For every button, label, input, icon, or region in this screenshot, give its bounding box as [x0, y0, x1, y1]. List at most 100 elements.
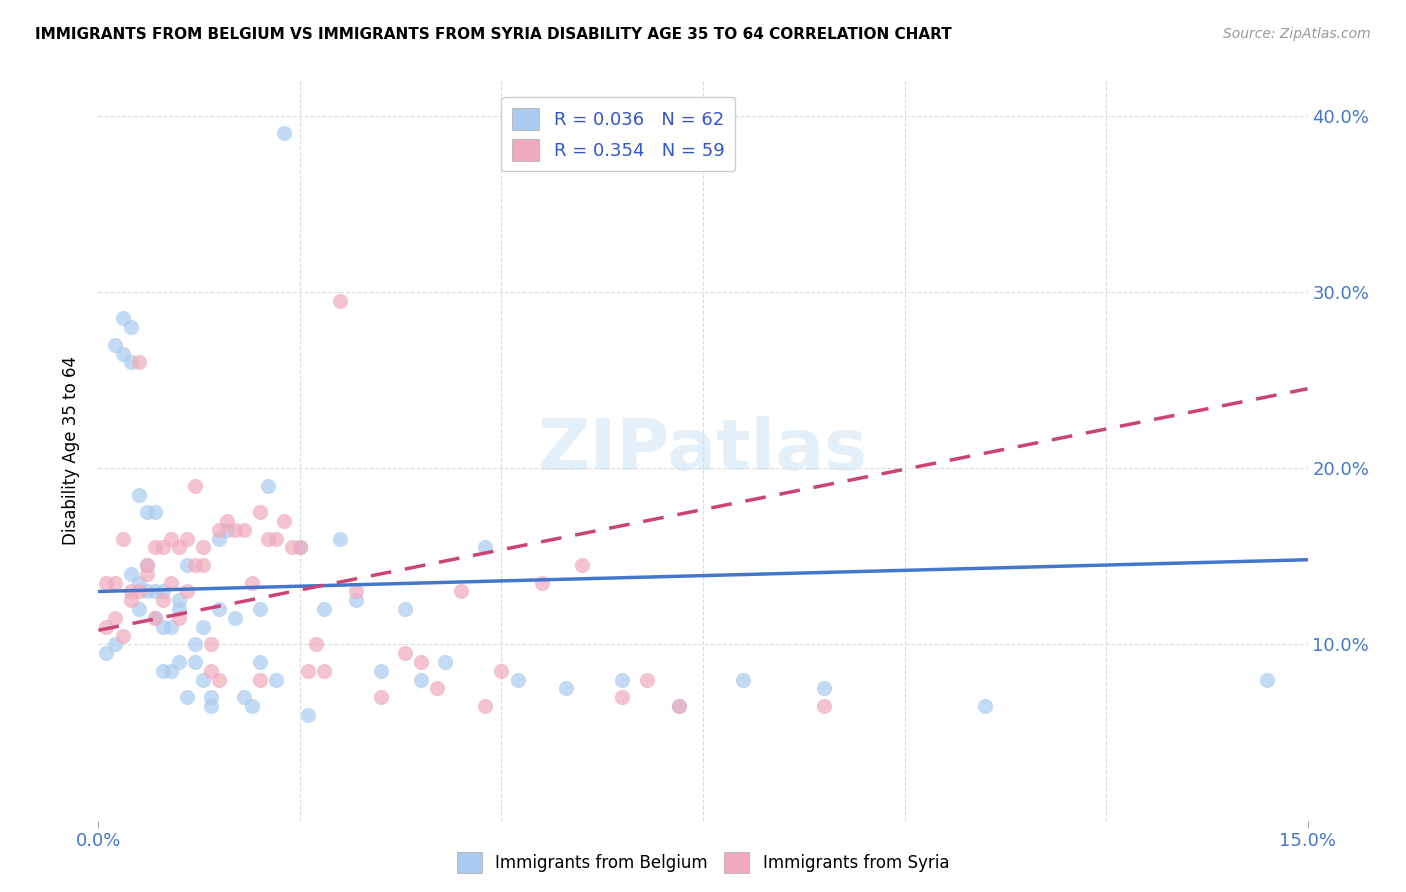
Point — [176, 584, 198, 599]
Point — [273, 514, 295, 528]
Point — [506, 673, 529, 687]
Point — [120, 593, 142, 607]
Point — [256, 532, 278, 546]
Point — [103, 611, 125, 625]
Point — [974, 699, 997, 714]
Point — [111, 532, 134, 546]
Point — [167, 655, 190, 669]
Point — [329, 532, 352, 546]
Point — [208, 532, 231, 546]
Point — [426, 681, 449, 696]
Point — [167, 593, 190, 607]
Point — [612, 690, 634, 705]
Point — [240, 575, 263, 590]
Point — [434, 655, 457, 669]
Text: Source: ZipAtlas.com: Source: ZipAtlas.com — [1223, 27, 1371, 41]
Point — [135, 558, 157, 572]
Point — [120, 355, 142, 369]
Point — [152, 593, 174, 607]
Point — [167, 611, 190, 625]
Point — [143, 505, 166, 519]
Point — [612, 673, 634, 687]
Point — [288, 541, 311, 555]
Point — [200, 690, 222, 705]
Point — [135, 584, 157, 599]
Point — [394, 646, 416, 660]
Point — [120, 566, 142, 581]
Point — [314, 602, 336, 616]
Point — [176, 558, 198, 572]
Point — [167, 541, 190, 555]
Point — [314, 664, 336, 678]
Point — [208, 523, 231, 537]
Point — [135, 558, 157, 572]
Point — [96, 575, 118, 590]
Point — [96, 646, 118, 660]
Point — [160, 620, 183, 634]
Point — [128, 602, 150, 616]
Point — [370, 664, 392, 678]
Point — [152, 664, 174, 678]
Point — [128, 487, 150, 501]
Point — [176, 532, 198, 546]
Point — [288, 541, 311, 555]
Text: ZIPatlas: ZIPatlas — [538, 416, 868, 485]
Point — [249, 505, 271, 519]
Text: IMMIGRANTS FROM BELGIUM VS IMMIGRANTS FROM SYRIA DISABILITY AGE 35 TO 64 CORRELA: IMMIGRANTS FROM BELGIUM VS IMMIGRANTS FR… — [35, 27, 952, 42]
Point — [344, 593, 367, 607]
Point — [217, 523, 239, 537]
Point — [200, 637, 222, 651]
Legend: Immigrants from Belgium, Immigrants from Syria: Immigrants from Belgium, Immigrants from… — [450, 846, 956, 880]
Point — [273, 126, 295, 140]
Point — [394, 602, 416, 616]
Legend: R = 0.036   N = 62, R = 0.354   N = 59: R = 0.036 N = 62, R = 0.354 N = 59 — [502, 96, 735, 171]
Point — [474, 541, 496, 555]
Point — [208, 673, 231, 687]
Point — [103, 337, 125, 351]
Point — [103, 637, 125, 651]
Point — [224, 611, 246, 625]
Point — [813, 699, 835, 714]
Point — [143, 611, 166, 625]
Point — [143, 541, 166, 555]
Point — [370, 690, 392, 705]
Point — [184, 655, 207, 669]
Point — [450, 584, 472, 599]
Point — [297, 664, 319, 678]
Point — [530, 575, 553, 590]
Point — [111, 346, 134, 360]
Point — [135, 505, 157, 519]
Point — [160, 532, 183, 546]
Point — [128, 575, 150, 590]
Point — [160, 575, 183, 590]
Point — [668, 699, 690, 714]
Point — [152, 620, 174, 634]
Point — [240, 699, 263, 714]
Point — [249, 673, 271, 687]
Point — [152, 584, 174, 599]
Point — [176, 690, 198, 705]
Point — [96, 620, 118, 634]
Point — [184, 479, 207, 493]
Point — [193, 558, 215, 572]
Point — [232, 690, 254, 705]
Point — [264, 673, 287, 687]
Point — [668, 699, 690, 714]
Point — [474, 699, 496, 714]
Point — [281, 541, 304, 555]
Y-axis label: Disability Age 35 to 64: Disability Age 35 to 64 — [62, 356, 80, 545]
Point — [256, 479, 278, 493]
Point — [193, 541, 215, 555]
Point — [200, 664, 222, 678]
Point — [249, 602, 271, 616]
Point — [636, 673, 658, 687]
Point — [571, 558, 593, 572]
Point — [135, 566, 157, 581]
Point — [120, 584, 142, 599]
Point — [344, 584, 367, 599]
Point — [1256, 673, 1278, 687]
Point — [103, 575, 125, 590]
Point — [264, 532, 287, 546]
Point — [200, 699, 222, 714]
Point — [555, 681, 578, 696]
